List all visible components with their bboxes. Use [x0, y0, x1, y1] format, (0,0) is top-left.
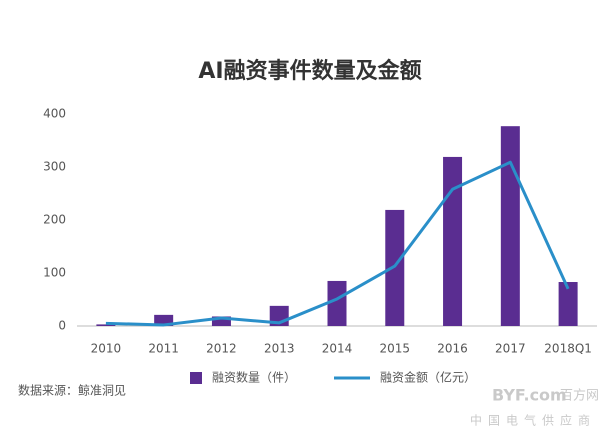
bar: [154, 314, 174, 326]
y-tick-label: 400: [43, 107, 66, 121]
x-tick-label: 2010: [91, 342, 122, 356]
bar: [443, 156, 463, 326]
legend-label: 融资金额（亿元）: [380, 370, 476, 385]
watermark: 中国电气供应商: [470, 413, 596, 428]
x-tick-label: 2015: [380, 342, 411, 356]
x-tick-label: 2013: [264, 342, 295, 356]
source-note: 数据来源：鲸准洞见: [18, 383, 126, 398]
x-tick-label: 2016: [437, 342, 468, 356]
legend-swatch: [190, 372, 202, 384]
x-tick-label: 2012: [206, 342, 237, 356]
line: [105, 160, 570, 327]
bar: [558, 282, 578, 326]
y-tick-label: 0: [58, 319, 66, 333]
x-tick-label: 2018Q1: [544, 342, 592, 356]
legend-label: 融资数量（件）: [212, 370, 296, 385]
watermark: BYF.com: [492, 386, 567, 405]
watermark: 百方网: [560, 388, 599, 404]
x-tick-label: 2014: [322, 342, 353, 356]
x-tick-label: 2017: [495, 342, 526, 356]
chart-title: AI融资事件数量及金额: [198, 58, 421, 84]
bar: [211, 316, 231, 326]
bar: [385, 209, 405, 326]
bar: [96, 324, 116, 326]
x-tick-label: 2011: [148, 342, 179, 356]
y-tick-label: 300: [43, 160, 66, 174]
bar: [500, 126, 520, 326]
bar: [327, 280, 347, 326]
y-tick-label: 100: [43, 266, 66, 280]
y-tick-label: 200: [43, 213, 66, 227]
